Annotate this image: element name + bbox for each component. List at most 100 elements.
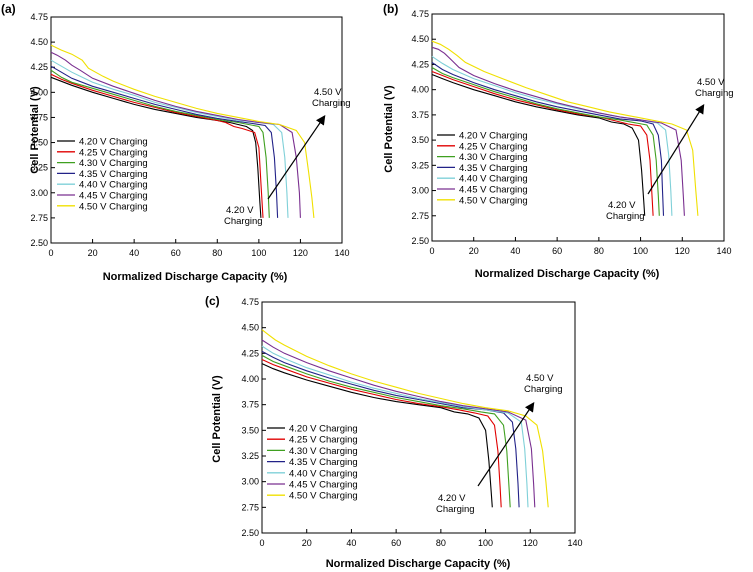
- legend-entry: 4.25 V Charging: [79, 147, 148, 158]
- x-tick-label: 120: [523, 538, 538, 548]
- plot-frame: [50, 16, 343, 244]
- legend-entry: 4.30 V Charging: [79, 158, 148, 169]
- y-tick-label: 3.50: [411, 135, 429, 145]
- series-line-4-45: [431, 46, 685, 216]
- x-axis-label: Normalized Discharge Capacity (%): [475, 268, 660, 280]
- y-tick-label: 3.25: [411, 160, 429, 170]
- x-tick-label: 20: [469, 246, 479, 256]
- y-tick-label: 3.25: [30, 163, 48, 173]
- legend-entry: 4.45 V Charging: [79, 191, 148, 202]
- x-tick-label: 60: [171, 248, 181, 258]
- series-line-4-25: [431, 70, 654, 216]
- legend-entry: 4.25 V Charging: [289, 435, 358, 446]
- x-tick-label: 140: [334, 248, 349, 258]
- legend-entry: 4.20 V Charging: [289, 424, 358, 435]
- annotation-low-voltage: 4.20 V: [608, 200, 636, 211]
- y-tick-label: 2.75: [241, 502, 259, 512]
- series-line-4-35: [261, 350, 520, 508]
- y-tick-label: 3.75: [411, 110, 429, 120]
- legend-entry: 4.25 V Charging: [459, 141, 528, 152]
- legend-entry: 4.50 V Charging: [289, 491, 358, 502]
- legend-entry: 4.35 V Charging: [459, 163, 528, 174]
- y-tick-label: 4.25: [411, 59, 429, 69]
- legend-entry: 4.45 V Charging: [289, 480, 358, 491]
- y-tick-label: 4.00: [411, 85, 429, 95]
- series-line-4-30: [431, 67, 660, 216]
- series-line-4-45: [261, 339, 536, 508]
- annotation-low-charging: Charging: [224, 216, 263, 227]
- series-line-4-50: [431, 40, 699, 216]
- plot-frame: [261, 301, 576, 534]
- x-tick-label: 100: [633, 246, 648, 256]
- x-tick-label: 0: [259, 538, 264, 548]
- legend-entry: 4.35 V Charging: [79, 169, 148, 180]
- y-tick-label: 2.75: [411, 211, 429, 221]
- y-axis-label: Cell Potential (V): [383, 85, 395, 173]
- y-tick-label: 2.50: [411, 236, 429, 246]
- panel-b: (b) Cell Potential (V) Normalized Discha…: [383, 2, 734, 280]
- x-tick-label: 140: [716, 246, 731, 256]
- panel-label: (c): [205, 294, 220, 308]
- trend-arrow: [647, 103, 705, 195]
- y-tick-label: 4.50: [30, 37, 48, 47]
- series-line-4-50: [50, 44, 315, 218]
- y-tick-label: 4.00: [30, 87, 48, 97]
- series-line-4-40: [50, 59, 289, 218]
- series-line-4-40: [431, 55, 673, 216]
- series-line-4-30: [50, 69, 270, 218]
- annotation-low-voltage: 4.20 V: [226, 205, 254, 216]
- x-tick-label: 60: [391, 538, 401, 548]
- y-tick-label: 3.00: [241, 477, 259, 487]
- annotation-high-voltage: 4.50 V: [526, 373, 554, 384]
- panel-c: (c) Cell Potential (V) Normalized Discha…: [205, 294, 583, 570]
- series-line-4-45: [50, 51, 301, 218]
- x-tick-label: 0: [429, 246, 434, 256]
- x-tick-label: 20: [302, 538, 312, 548]
- x-tick-label: 140: [567, 538, 582, 548]
- annotation-high-voltage: 4.50 V: [697, 77, 725, 88]
- x-tick-label: 0: [48, 248, 53, 258]
- x-tick-label: 100: [478, 538, 493, 548]
- legend-entry: 4.20 V Charging: [79, 137, 148, 148]
- y-tick-label: 4.75: [30, 12, 48, 22]
- y-tick-label: 3.50: [241, 425, 259, 435]
- y-tick-label: 3.75: [241, 400, 259, 410]
- annotation-high-charging: Charging: [312, 98, 351, 109]
- x-tick-label: 80: [436, 538, 446, 548]
- x-axis-label: Normalized Discharge Capacity (%): [103, 271, 288, 283]
- y-axis-label: Cell Potential (V): [29, 86, 41, 174]
- y-tick-label: 4.25: [30, 62, 48, 72]
- legend-entry: 4.45 V Charging: [459, 185, 528, 196]
- y-tick-label: 3.75: [30, 112, 48, 122]
- legend-entry: 4.40 V Charging: [289, 468, 358, 479]
- series-line-4-50: [261, 329, 549, 508]
- trend-arrow: [477, 402, 535, 487]
- x-tick-label: 80: [594, 246, 604, 256]
- x-tick-label: 40: [510, 246, 520, 256]
- x-tick-label: 40: [129, 248, 139, 258]
- x-tick-label: 100: [251, 248, 266, 258]
- series-line-4-25: [261, 358, 502, 508]
- legend-entry: 4.40 V Charging: [459, 174, 528, 185]
- series-line-4-35: [431, 61, 665, 216]
- legend-entry: 4.50 V Charging: [459, 195, 528, 206]
- y-axis-label: Cell Potential (V): [211, 375, 223, 463]
- x-tick-label: 120: [293, 248, 308, 258]
- annotation-low-charging: Charging: [436, 504, 475, 515]
- series-line-4-20: [431, 73, 646, 216]
- series-line-4-35: [50, 65, 279, 218]
- y-tick-label: 3.00: [411, 186, 429, 196]
- y-tick-label: 4.25: [241, 348, 259, 358]
- y-tick-label: 4.75: [411, 9, 429, 19]
- y-tick-label: 3.50: [30, 138, 48, 148]
- legend-entry: 4.40 V Charging: [79, 180, 148, 191]
- series-line-4-20: [261, 363, 493, 508]
- x-tick-label: 120: [675, 246, 690, 256]
- x-tick-label: 80: [212, 248, 222, 258]
- x-tick-label: 40: [346, 538, 356, 548]
- trend-arrow: [267, 115, 326, 200]
- x-tick-label: 20: [88, 248, 98, 258]
- y-tick-label: 2.50: [30, 238, 48, 248]
